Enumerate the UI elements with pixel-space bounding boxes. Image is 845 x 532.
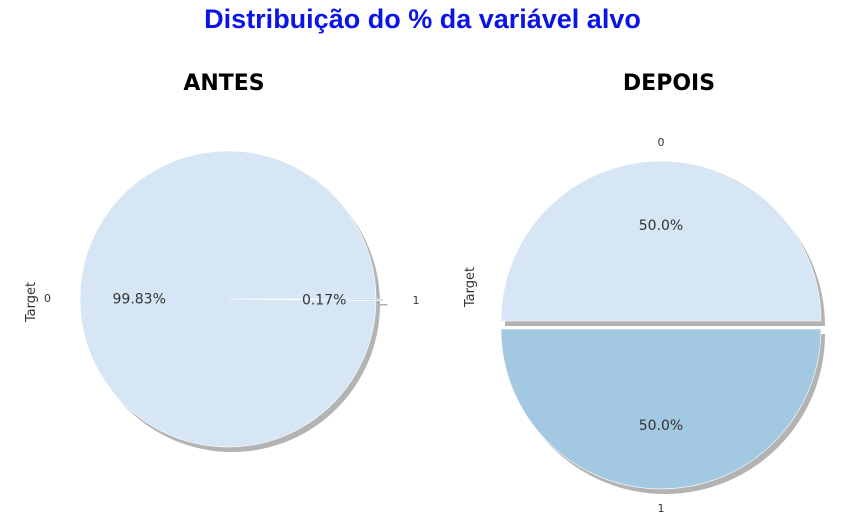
chart-antes: ANTES Target 99.83% 0.17% 0 1 [24, 71, 419, 453]
chart-antes-ylabel: Target [24, 282, 39, 323]
pie-depois-slice-0 [500, 160, 822, 322]
pie-antes-pct-label-0: 99.83% [113, 292, 166, 308]
pie-depois-category-label-1: 1 [658, 502, 665, 515]
pie-antes-category-label-0: 0 [44, 292, 51, 305]
pie-antes-slice-1 [235, 298, 384, 301]
chart-depois-title: DEPOIS [623, 71, 715, 96]
pie-antes-slice-0 [79, 150, 377, 448]
chart-antes-pie: 99.83% 0.17% 0 1 [44, 150, 419, 453]
pie-depois-pct-label-1: 50.0% [639, 418, 683, 434]
chart-depois-ylabel: Target [463, 267, 478, 308]
pie-depois-slice-1 [500, 328, 822, 490]
chart-antes-title: ANTES [183, 71, 264, 96]
pie-depois-category-label-0: 0 [658, 136, 665, 149]
chart-depois: DEPOIS Target 50.0% 50.0% 0 1 [463, 71, 825, 515]
pie-depois-pct-label-0: 50.0% [639, 218, 683, 234]
main-title: Distribuição do % da variável alvo [204, 4, 641, 34]
chart-depois-pie: 50.0% 50.0% 0 1 [500, 136, 825, 515]
pie-antes-pct-label-1: 0.17% [302, 293, 346, 309]
pie-antes-category-label-1: 1 [412, 294, 419, 307]
